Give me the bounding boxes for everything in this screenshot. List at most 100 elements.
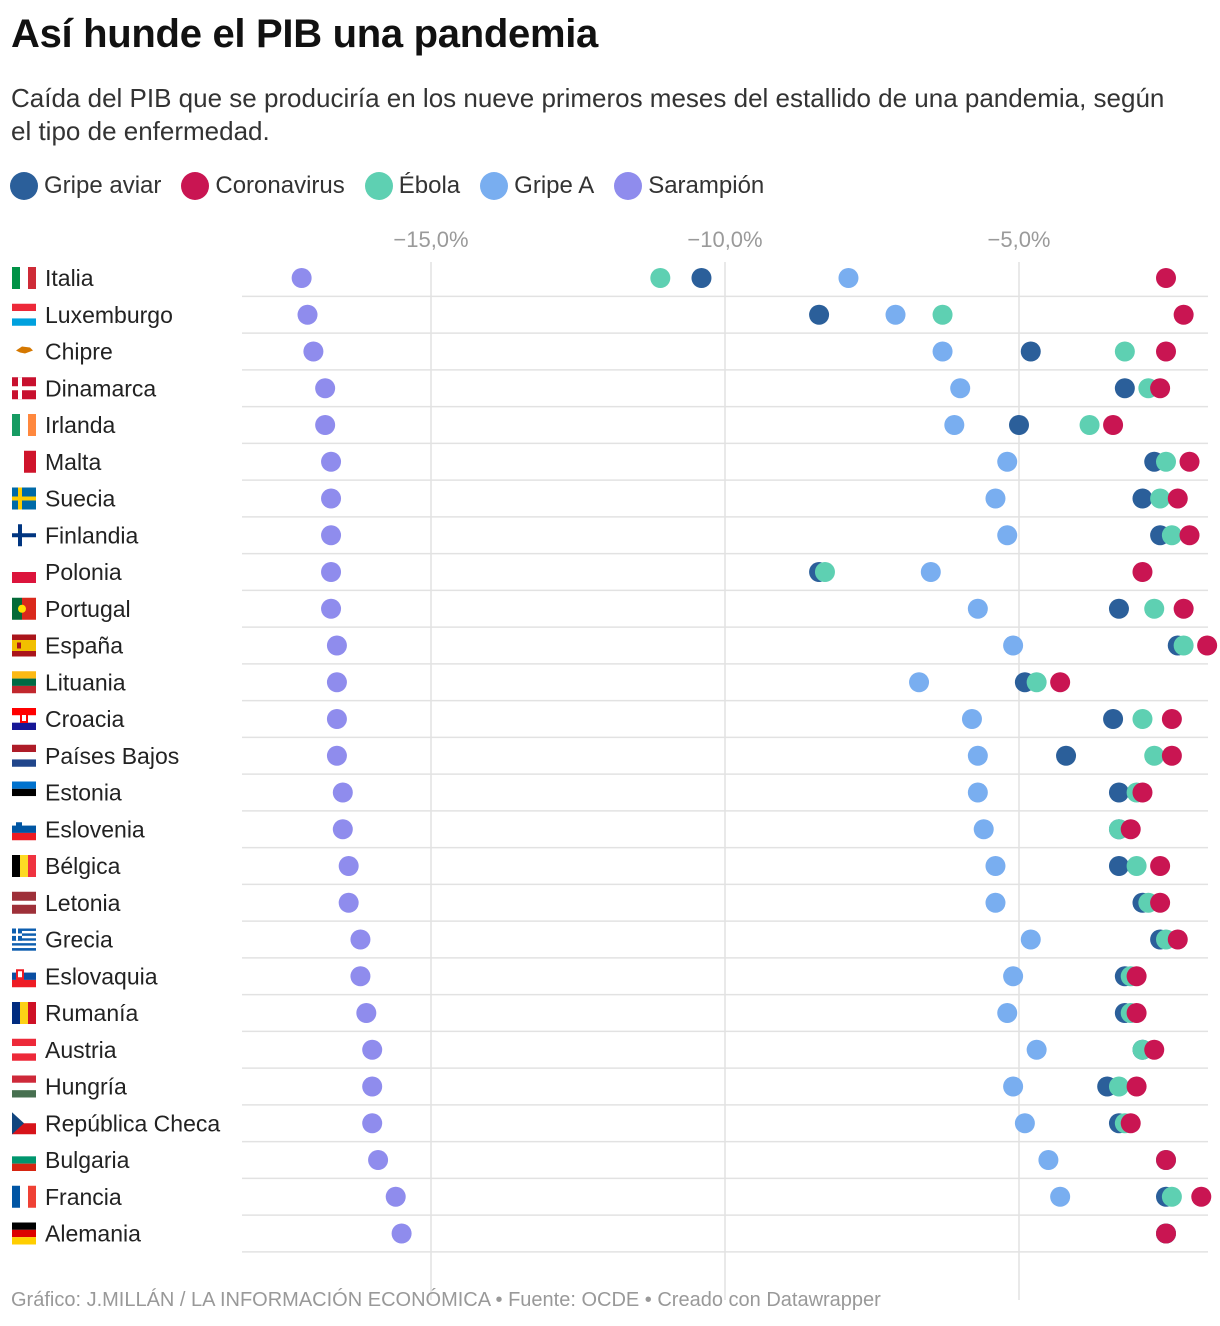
dot-gripe-a-austria: [1026, 1039, 1047, 1060]
dot-gripe-a-lituania: [909, 672, 930, 693]
dot-gripe-aviar-suecia: [1132, 488, 1153, 509]
flag-malta-icon: [12, 450, 36, 473]
dot-gripe-aviar-estonia: [1108, 782, 1129, 803]
country-row-estonia: Estonia: [12, 780, 1208, 812]
chart-title: Así hunde el PIB una pandemia: [11, 12, 598, 56]
dot-sarampion-chipre: [303, 341, 324, 362]
country-row-portugal: Portugal: [12, 596, 1208, 628]
flag-luxemburgo-icon: [12, 303, 36, 326]
flag-grecia-icon: [12, 928, 36, 951]
dot-coronavirus-malta: [1179, 451, 1200, 472]
dot-sarampion-lituania: [326, 672, 347, 693]
dot-ebola-croacia: [1132, 709, 1153, 729]
dot-coronavirus-luxemburgo: [1173, 304, 1194, 325]
dot-sarampion-republica-checa: [362, 1113, 383, 1134]
dot-gripe-a-paises-bajos: [967, 745, 988, 766]
legend-item-coronavirus: Coronavirus: [181, 172, 345, 200]
dot-coronavirus-finlandia: [1179, 525, 1200, 546]
dot-gripe-aviar-luxemburgo: [809, 304, 830, 325]
legend-item-sarampion: Sarampión: [614, 172, 764, 200]
dot-sarampion-italia: [291, 268, 312, 288]
country-label: Polonia: [45, 559, 122, 585]
dot-sarampion-croacia: [326, 709, 347, 729]
dot-gripe-a-espana: [1003, 635, 1024, 656]
flag-hungria-icon: [12, 1075, 36, 1098]
flag-republica-checa-icon: [12, 1112, 36, 1135]
country-label: Finlandia: [45, 522, 139, 548]
country-row-letonia: Letonia: [12, 890, 1208, 922]
country-rows: Italia Luxemburgo Chipre Dinamarca Irlanda Ma…: [12, 265, 1218, 1253]
country-label: Letonia: [45, 890, 121, 916]
dot-coronavirus-paises-bajos: [1161, 745, 1182, 766]
dot-sarampion-austria: [362, 1039, 383, 1060]
dot-sarampion-hungria: [362, 1076, 383, 1097]
dot-sarampion-paises-bajos: [326, 745, 347, 766]
flag-eslovaquia-icon: [12, 965, 36, 988]
country-row-malta: Malta: [12, 449, 1208, 481]
country-label: Eslovenia: [45, 816, 145, 842]
legend-item-gripe-aviar: Gripe aviar: [10, 172, 161, 200]
country-label: Países Bajos: [45, 743, 179, 769]
country-label: Croacia: [45, 706, 124, 732]
dot-gripe-aviar-irlanda: [1009, 415, 1029, 435]
country-row-hungria: Hungría: [12, 1074, 1208, 1106]
country-row-italia: Italia: [12, 265, 1208, 298]
country-row-francia: Francia: [12, 1184, 1212, 1216]
dot-gripe-a-suecia: [985, 488, 1006, 509]
flag-belgica-icon: [12, 855, 36, 877]
dot-gripe-aviar-portugal: [1108, 598, 1129, 619]
dot-ebola-malta: [1156, 451, 1176, 472]
chart-footer: Gráfico: J.MILLÁN / LA INFORMACIÓN ECONÓ…: [11, 1289, 881, 1311]
dot-gripe-aviar-dinamarca: [1114, 378, 1135, 399]
dot-ebola-finlandia: [1161, 525, 1182, 546]
dot-gripe-a-eslovenia: [973, 819, 994, 840]
country-label: Hungría: [45, 1074, 127, 1100]
dot-coronavirus-eslovenia: [1120, 819, 1141, 840]
country-row-espana: España: [12, 633, 1218, 665]
flag-rumania-icon: [12, 1002, 36, 1024]
country-label: Chipre: [45, 339, 113, 365]
dot-coronavirus-suecia: [1167, 488, 1188, 509]
country-row-irlanda: Irlanda: [12, 412, 1208, 445]
dot-gripe-a-republica-checa: [1014, 1113, 1035, 1134]
flag-lituania-icon: [12, 671, 36, 694]
country-row-luxemburgo: Luxemburgo: [12, 302, 1208, 334]
dot-coronavirus-italia: [1156, 268, 1176, 288]
country-label: Irlanda: [45, 412, 116, 438]
country-label: Suecia: [45, 486, 116, 512]
dot-gripe-aviar-croacia: [1103, 709, 1124, 729]
dot-gripe-a-croacia: [961, 709, 982, 729]
flag-chipre-icon: [12, 340, 36, 363]
dot-gripe-a-estonia: [967, 782, 988, 803]
chart-subtitle: Caída del PIB que se produciría en los n…: [11, 83, 1165, 146]
country-label: Grecia: [45, 927, 113, 953]
dot-gripe-a-luxemburgo: [885, 304, 906, 325]
dot-gripe-aviar-chipre: [1020, 341, 1041, 362]
legend-label: Gripe aviar: [44, 172, 162, 199]
flag-suecia-icon: [12, 487, 36, 510]
legend-swatch: [614, 172, 643, 200]
dot-coronavirus-chipre: [1156, 341, 1176, 362]
dot-coronavirus-republica-checa: [1120, 1113, 1141, 1134]
flag-croacia-icon: [12, 708, 36, 730]
dot-gripe-a-dinamarca: [950, 378, 971, 399]
flag-paises-bajos-icon: [12, 744, 36, 767]
country-label: Italia: [45, 265, 94, 291]
dot-ebola-francia: [1161, 1186, 1182, 1207]
dot-ebola-portugal: [1144, 598, 1165, 619]
country-label: Luxemburgo: [45, 302, 173, 328]
dot-sarampion-eslovenia: [332, 819, 353, 840]
dot-ebola-paises-bajos: [1144, 745, 1165, 766]
dot-ebola-espana: [1173, 635, 1194, 656]
flag-alemania-icon: [12, 1222, 36, 1245]
legend-swatch: [181, 172, 210, 200]
dot-sarampion-suecia: [321, 488, 342, 509]
dot-coronavirus-francia: [1191, 1186, 1212, 1207]
country-row-bulgaria: Bulgaria: [12, 1147, 1208, 1180]
dot-coronavirus-estonia: [1132, 782, 1153, 803]
country-label: España: [45, 633, 123, 659]
country-label: Austria: [45, 1037, 117, 1063]
country-row-dinamarca: Dinamarca: [12, 375, 1208, 408]
flag-letonia-icon: [12, 891, 36, 914]
